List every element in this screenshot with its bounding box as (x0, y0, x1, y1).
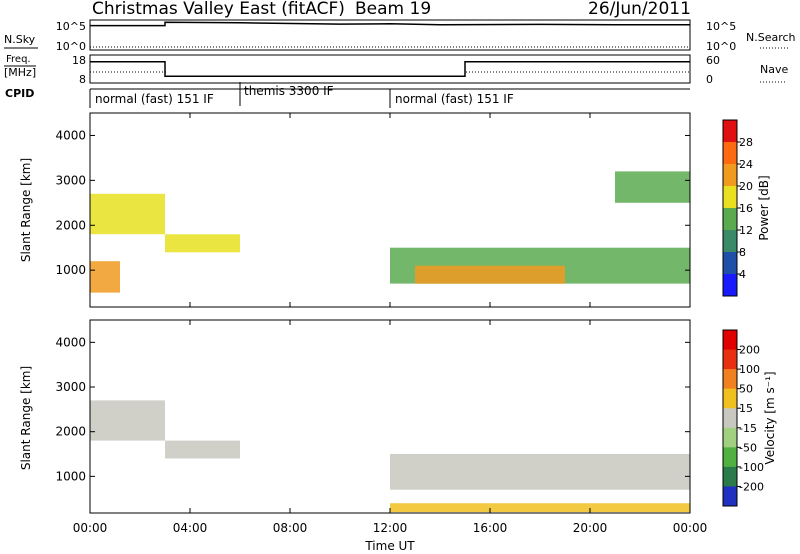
velocity-colorbar-swatch (723, 349, 737, 370)
freq-panel-frame (89, 54, 691, 84)
time-tick-label: 20:00 (573, 521, 608, 535)
freq-tick-bottom: 8 (79, 73, 86, 86)
beam-label: Beam 19 (355, 0, 431, 19)
velocity-colorbar-swatch (723, 486, 737, 507)
time-tick-label: 08:00 (273, 521, 308, 535)
heatmap-region (90, 193, 165, 235)
power-colorbar-tick-label: 4 (739, 268, 746, 281)
freq-unit: [MHz] (4, 66, 36, 79)
heatmap-region (615, 171, 690, 203)
power-yticks: 1000 2000 3000 4000 (55, 128, 690, 277)
cpid-segment-2: themis 3300 IF (244, 84, 334, 98)
nsky-series-line (90, 21, 690, 27)
nsky-label: N.Sky (4, 33, 36, 46)
velocity-colorbar-tick-label: -50 (739, 441, 757, 454)
heatmap-region (90, 400, 165, 441)
power-colorbar-swatch (723, 252, 737, 275)
velocity-ytick-label: 4000 (55, 335, 86, 349)
time-tick-label: 04:00 (173, 521, 208, 535)
power-colorbar-swatch (723, 120, 737, 143)
power-colorbar-swatch (723, 186, 737, 209)
velocity-ytick-label: 2000 (55, 425, 86, 439)
time-axis-ticks: 00:00 04:00 08:00 12:00 16:00 20:00 00:00 (73, 113, 708, 535)
velocity-colorbar-swatch (723, 427, 737, 448)
power-ytick-label: 4000 (55, 128, 86, 142)
power-colorbar-swatch (723, 274, 737, 297)
power-heatmap (90, 171, 690, 293)
velocity-colorbar-tick-label: 50 (739, 383, 753, 396)
xaxis-label: Time UT (364, 539, 415, 553)
nsearch-tick-bottom: 10^0 (706, 40, 736, 53)
velocity-ylabel: Slant Range [km] (19, 366, 33, 470)
time-tick-label: 16:00 (473, 521, 508, 535)
freq-series-line (90, 61, 690, 77)
time-tick-label: 00:00 (673, 521, 708, 535)
velocity-colorbar-frame (722, 329, 738, 507)
velocity-colorbar-swatch (723, 447, 737, 468)
heatmap-region (165, 440, 240, 459)
velocity-heatmap (90, 400, 690, 513)
velocity-colorbar-label: Velocity [m s⁻¹] (763, 371, 777, 464)
time-tick-label: 12:00 (373, 521, 408, 535)
nsearch-label: N.Search (746, 31, 796, 44)
power-ylabel: Slant Range [km] (19, 158, 33, 262)
cpid-label: CPID (5, 87, 34, 100)
power-ytick-label: 3000 (55, 173, 86, 187)
nave-label: Nave (760, 63, 788, 76)
velocity-colorbar-tick-label: -200 (739, 480, 764, 493)
power-colorbar-tick-label: 24 (739, 158, 753, 171)
power-ytick-label: 1000 (55, 263, 86, 277)
date-label: 26/Jun/2011 (588, 0, 691, 19)
velocity-colorbar: 200 100 50 15 -15 -50 -100 -200 (723, 330, 764, 507)
power-colorbar-tick-label: 20 (739, 180, 753, 193)
velocity-ytick-label: 3000 (55, 380, 86, 394)
cpid-segment-3: normal (fast) 151 IF (395, 92, 514, 106)
power-colorbar-swatch (723, 142, 737, 165)
nave-tick-top: 60 (706, 54, 720, 67)
power-colorbar-label: Power [dB] (757, 175, 771, 240)
nsky-tick-top: 10^5 (56, 20, 86, 33)
power-colorbar-swatch (723, 230, 737, 253)
power-colorbar: 28 24 20 16 12 8 4 (723, 120, 753, 297)
power-ytick-label: 2000 (55, 218, 86, 232)
velocity-yticks: 1000 2000 3000 4000 (55, 335, 690, 483)
heatmap-region (90, 261, 120, 293)
power-colorbar-frame (722, 119, 738, 297)
nsky-tick-bottom: 10^0 (56, 40, 86, 53)
cpid-segment-1: normal (fast) 151 IF (95, 92, 214, 106)
velocity-colorbar-tick-label: 100 (739, 363, 760, 376)
nsearch-tick-top: 10^5 (706, 20, 736, 33)
power-colorbar-tick-label: 16 (739, 202, 753, 215)
velocity-colorbar-swatch (723, 466, 737, 487)
velocity-colorbar-swatch (723, 408, 737, 429)
power-colorbar-tick-label: 28 (739, 136, 753, 149)
nsky-panel-frame (89, 19, 691, 51)
power-colorbar-tick-label: 8 (739, 246, 746, 259)
power-colorbar-tick-label: 12 (739, 224, 753, 237)
power-colorbar-swatch (723, 164, 737, 187)
plot-title: Christmas Valley East (fitACF) (92, 0, 345, 19)
velocity-colorbar-tick-label: 15 (739, 402, 753, 415)
velocity-colorbar-tick-label: -15 (739, 422, 757, 435)
heatmap-region (390, 454, 690, 490)
velocity-ytick-label: 1000 (55, 469, 86, 483)
power-colorbar-swatch (723, 208, 737, 231)
nave-series-line (90, 71, 690, 77)
freq-label: Freq. (6, 54, 31, 65)
freq-tick-top: 18 (72, 54, 86, 67)
velocity-colorbar-swatch (723, 369, 737, 390)
nave-tick-bottom: 0 (706, 73, 713, 86)
heatmap-region (415, 265, 565, 284)
heatmap-region (390, 503, 690, 513)
velocity-colorbar-swatch (723, 388, 737, 409)
velocity-colorbar-tick-label: -100 (739, 461, 764, 474)
velocity-colorbar-tick-label: 200 (739, 344, 760, 357)
time-tick-label: 00:00 (73, 521, 108, 535)
velocity-colorbar-swatch (723, 330, 737, 351)
heatmap-region (165, 234, 240, 253)
